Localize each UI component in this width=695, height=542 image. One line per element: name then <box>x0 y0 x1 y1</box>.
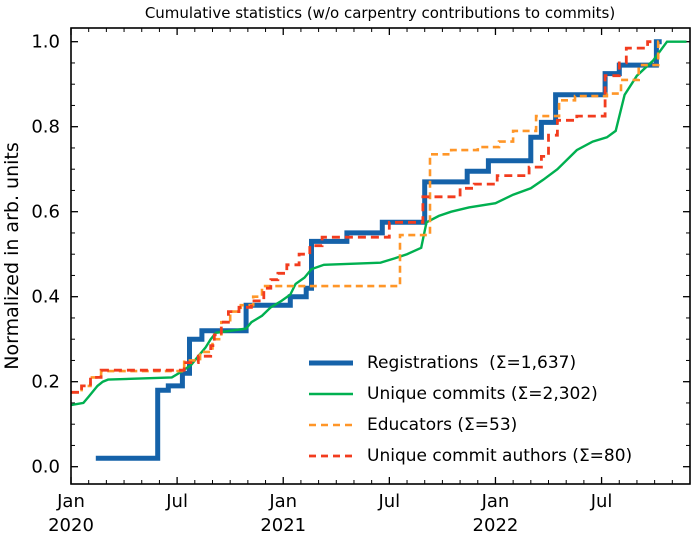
legend-label-unique-commits: Unique commits (Σ=2,302) <box>367 384 598 404</box>
series-line-registrations <box>95 39 662 461</box>
y-tick-label: 0.0 <box>31 457 60 478</box>
x-tick-label: Jan <box>268 491 297 512</box>
y-tick-label: 0.6 <box>31 202 60 223</box>
legend-label-registrations: Registrations (Σ=1,637) <box>367 353 577 373</box>
chart-title: Cumulative statistics (w/o carpentry con… <box>145 4 615 22</box>
legend: Registrations (Σ=1,637) Unique commits (… <box>308 352 632 476</box>
x-tick-label: Jul <box>590 491 613 512</box>
y-tick-label: 0.8 <box>31 117 60 138</box>
y-tick-label: 0.2 <box>31 372 60 393</box>
x-tick-label: Jan <box>56 491 85 512</box>
legend-line-registrations <box>309 360 353 366</box>
x-tick-year-label: 2021 <box>260 515 306 536</box>
x-tick-year-label: 2022 <box>473 515 519 536</box>
legend-line-unique-commits <box>309 392 353 396</box>
axes-spines <box>70 27 691 485</box>
x-tick-year-label: 2020 <box>48 515 94 536</box>
series-line-unique-commit-authors <box>71 40 655 394</box>
legend-line-unique-commit-authors <box>309 454 353 458</box>
legend-item-unique-commits: Unique commits (Σ=2,302) <box>308 383 632 405</box>
legend-item-educators: Educators (Σ=53) <box>308 414 632 436</box>
y-tick-label: 1.0 <box>31 32 60 53</box>
y-tick-label: 0.4 <box>31 287 60 308</box>
legend-item-unique-commit-authors: Unique commit authors (Σ=80) <box>308 445 632 467</box>
series-line-educators <box>71 40 664 394</box>
x-tick-label: Jul <box>165 491 188 512</box>
axis-ticks: 0.0 0.2 0.4 0.6 0.8 1.0 Jan 2020 Jul Jan 2021 Jul Ja… <box>31 28 690 536</box>
x-tick-label: Jan <box>481 491 510 512</box>
y-axis-label: Normalized in arb. units <box>1 142 23 369</box>
legend-label-educators: Educators (Σ=53) <box>367 415 518 435</box>
data-series <box>70 39 687 461</box>
legend-label-unique-commit-authors: Unique commit authors (Σ=80) <box>367 446 633 466</box>
x-tick-label: Jul <box>377 491 400 512</box>
legend-item-registrations: Registrations (Σ=1,637) <box>308 352 632 374</box>
legend-line-educators <box>309 423 353 427</box>
